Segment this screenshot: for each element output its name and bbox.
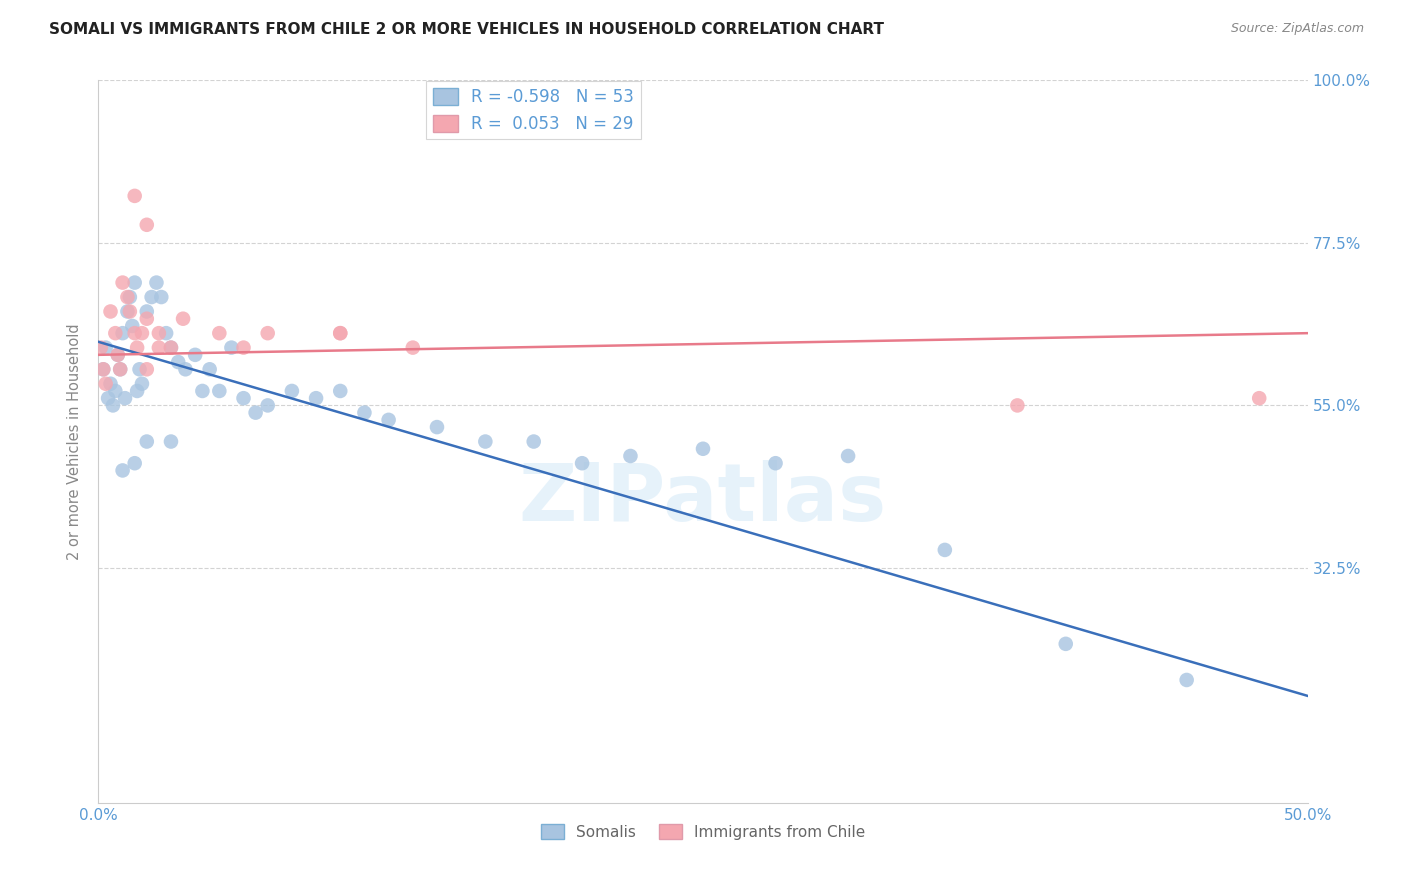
Point — [232, 391, 254, 405]
Point — [377, 413, 399, 427]
Point — [91, 362, 114, 376]
Point — [97, 391, 120, 405]
Point — [245, 406, 267, 420]
Point — [104, 326, 127, 340]
Point — [124, 326, 146, 340]
Point — [111, 463, 134, 477]
Point — [160, 341, 183, 355]
Point — [1054, 637, 1077, 651]
Point — [571, 456, 593, 470]
Point — [148, 341, 170, 355]
Point — [402, 341, 425, 355]
Text: ZIPatlas: ZIPatlas — [519, 460, 887, 539]
Point — [329, 326, 352, 340]
Point — [256, 326, 278, 340]
Point — [208, 384, 231, 398]
Point — [135, 304, 157, 318]
Point — [100, 376, 122, 391]
Point — [117, 290, 139, 304]
Point — [148, 326, 170, 340]
Point — [108, 362, 131, 376]
Point — [160, 341, 183, 355]
Point — [118, 304, 141, 318]
Point — [145, 276, 167, 290]
Point — [329, 326, 352, 340]
Point — [353, 406, 375, 420]
Point — [117, 304, 139, 318]
Point — [124, 276, 146, 290]
Point — [329, 384, 352, 398]
Point — [256, 398, 278, 412]
Point — [128, 362, 150, 376]
Point — [150, 290, 173, 304]
Legend: Somalis, Immigrants from Chile: Somalis, Immigrants from Chile — [534, 818, 872, 846]
Point — [127, 384, 149, 398]
Point — [131, 326, 153, 340]
Point — [135, 311, 157, 326]
Point — [135, 218, 157, 232]
Text: Source: ZipAtlas.com: Source: ZipAtlas.com — [1230, 22, 1364, 36]
Point — [104, 384, 127, 398]
Point — [232, 341, 254, 355]
Point — [474, 434, 496, 449]
Point — [91, 362, 114, 376]
Point — [131, 376, 153, 391]
Point — [155, 326, 177, 340]
Point — [191, 384, 214, 398]
Point — [167, 355, 190, 369]
Point — [135, 434, 157, 449]
Point — [114, 391, 136, 405]
Point — [1249, 391, 1271, 405]
Point — [692, 442, 714, 456]
Point — [221, 341, 243, 355]
Point — [281, 384, 304, 398]
Point — [94, 341, 117, 355]
Text: SOMALI VS IMMIGRANTS FROM CHILE 2 OR MORE VEHICLES IN HOUSEHOLD CORRELATION CHAR: SOMALI VS IMMIGRANTS FROM CHILE 2 OR MOR… — [49, 22, 884, 37]
Point — [111, 326, 134, 340]
Point — [174, 362, 197, 376]
Point — [107, 348, 129, 362]
Point — [1175, 673, 1198, 687]
Point — [124, 456, 146, 470]
Point — [108, 362, 131, 376]
Point — [141, 290, 163, 304]
Point — [619, 449, 641, 463]
Point — [765, 456, 787, 470]
Point — [101, 398, 124, 412]
Point — [111, 276, 134, 290]
Point — [934, 542, 956, 557]
Point — [118, 290, 141, 304]
Point — [426, 420, 449, 434]
Point — [94, 376, 117, 391]
Point — [208, 326, 231, 340]
Y-axis label: 2 or more Vehicles in Household: 2 or more Vehicles in Household — [67, 323, 83, 560]
Point — [107, 348, 129, 362]
Point — [100, 304, 122, 318]
Point — [184, 348, 207, 362]
Point — [124, 189, 146, 203]
Point — [305, 391, 328, 405]
Point — [135, 362, 157, 376]
Point — [160, 434, 183, 449]
Point — [1007, 398, 1029, 412]
Point — [121, 318, 143, 333]
Point — [837, 449, 859, 463]
Point — [523, 434, 546, 449]
Point — [172, 311, 194, 326]
Point — [198, 362, 221, 376]
Point — [90, 341, 112, 355]
Point — [127, 341, 149, 355]
